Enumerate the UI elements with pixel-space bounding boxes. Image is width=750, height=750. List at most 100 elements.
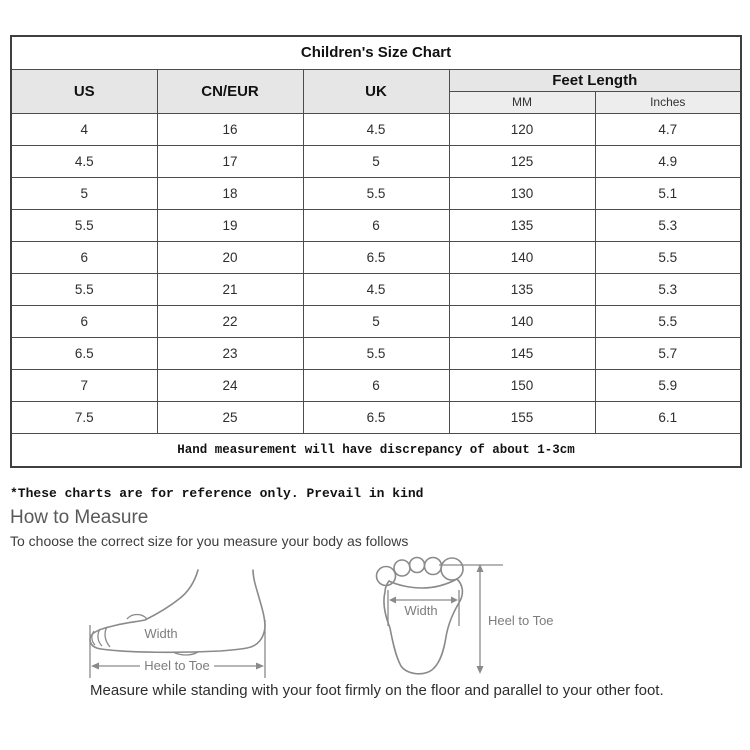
table-row: 5.5 21 4.5 135 5.3 <box>10 272 742 306</box>
arrowhead-right <box>256 662 264 670</box>
foot-top-view-diagram: Width Heel to Toe <box>375 556 554 675</box>
size-cell: 5.1 <box>594 176 742 210</box>
table-row: 5.5 19 6 135 5.3 <box>10 208 742 242</box>
size-cell: 23 <box>156 336 304 370</box>
table-row: 7 24 6 150 5.9 <box>10 368 742 402</box>
size-cell: 5.5 <box>10 272 158 306</box>
size-cell: 5 <box>302 304 450 338</box>
size-cell: 5.3 <box>594 208 742 242</box>
arrowhead-up <box>476 564 484 572</box>
size-cell: 19 <box>156 208 304 242</box>
size-cell: 7.5 <box>10 400 158 434</box>
size-cell: 6.5 <box>302 400 450 434</box>
instep-bump <box>126 613 148 620</box>
arrowhead-right <box>451 596 458 604</box>
toe-crease <box>91 630 96 646</box>
size-cell: 135 <box>448 272 596 306</box>
column-header-us: US <box>10 68 158 114</box>
how-to-measure-subheading: To choose the correct size for you measu… <box>10 533 409 549</box>
size-cell: 16 <box>156 112 304 146</box>
table-row: 4.5 17 5 125 4.9 <box>10 144 742 178</box>
size-cell: 7 <box>10 368 158 402</box>
table-header-row: US CN/EUR UK Feet Length <box>10 68 742 114</box>
size-cell: 21 <box>156 272 304 306</box>
toe-circle <box>408 556 426 574</box>
toe-crease <box>104 626 111 648</box>
arrowhead-left <box>91 662 99 670</box>
reference-note: *These charts are for reference only. Pr… <box>10 486 424 501</box>
size-chart-body: 4 16 4.5 120 4.7 4.5 17 5 125 4.9 5 18 5.5 130 5.1 5.5 1… <box>10 112 742 434</box>
top-width-label: Width <box>404 603 437 618</box>
side-width-label: Width <box>144 626 177 641</box>
toe-circle <box>423 556 443 576</box>
column-header-uk: UK <box>302 68 450 114</box>
size-cell: 155 <box>448 400 596 434</box>
size-cell: 17 <box>156 144 304 178</box>
hand-measurement-note: Hand measurement will have discrepancy o… <box>10 432 742 468</box>
table-subheader-row: MM Inches <box>11 90 742 114</box>
size-cell: 5.5 <box>594 304 742 338</box>
size-cell: 145 <box>448 336 596 370</box>
table-row: 6 20 6.5 140 5.5 <box>10 240 742 274</box>
toe-circle <box>440 557 464 581</box>
how-to-measure-heading: How to Measure <box>10 507 149 528</box>
table-row: 7.5 25 6.5 155 6.1 <box>10 400 742 434</box>
arrowhead-left <box>389 596 396 604</box>
footprint-outline <box>383 578 464 675</box>
column-header-inches: Inches <box>594 90 742 114</box>
column-header-mm: MM <box>448 90 596 114</box>
size-cell: 4.5 <box>302 112 450 146</box>
size-cell: 140 <box>448 240 596 274</box>
column-header-cn-eur: CN/EUR <box>156 68 304 114</box>
size-cell: 5 <box>10 176 158 210</box>
size-cell: 18 <box>156 176 304 210</box>
children-size-chart-table: Children's Size Chart US CN/EUR UK Feet … <box>10 35 742 468</box>
size-cell: 22 <box>156 304 304 338</box>
size-cell: 5.7 <box>594 336 742 370</box>
size-cell: 20 <box>156 240 304 274</box>
size-cell: 130 <box>448 176 596 210</box>
table-title: Children's Size Chart <box>10 35 742 70</box>
arch-line <box>172 651 199 656</box>
size-cell: 6.5 <box>302 240 450 274</box>
size-cell: 4 <box>10 112 158 146</box>
toe-crease <box>97 628 103 647</box>
size-cell: 5.5 <box>302 176 450 210</box>
size-cell: 150 <box>448 368 596 402</box>
table-row: 6.5 23 5.5 145 5.7 <box>10 336 742 370</box>
size-cell: 6.1 <box>594 400 742 434</box>
foot-outline <box>89 569 266 654</box>
table-row: 4 16 4.5 120 4.7 <box>10 112 742 146</box>
size-cell: 5.5 <box>594 240 742 274</box>
size-cell: 120 <box>448 112 596 146</box>
size-cell: 140 <box>448 304 596 338</box>
table-footer-row: Hand measurement will have discrepancy o… <box>10 432 742 468</box>
size-cell: 5 <box>302 144 450 178</box>
table-row: 5 18 5.5 130 5.1 <box>10 176 742 210</box>
size-cell: 25 <box>156 400 304 434</box>
size-cell: 5.9 <box>594 368 742 402</box>
side-heel-to-toe-label: Heel to Toe <box>144 658 210 673</box>
table-row: 6 22 5 140 5.5 <box>10 304 742 338</box>
toe-circle <box>393 559 411 577</box>
size-cell: 4.7 <box>594 112 742 146</box>
size-cell: 6 <box>10 240 158 274</box>
size-cell: 6 <box>302 208 450 242</box>
column-header-feet-length: Feet Length <box>448 68 742 92</box>
size-cell: 6 <box>302 368 450 402</box>
size-cell: 5.3 <box>594 272 742 306</box>
size-cell: 6.5 <box>10 336 158 370</box>
size-cell: 4.5 <box>10 144 158 178</box>
size-cell: 135 <box>448 208 596 242</box>
size-cell: 5.5 <box>302 336 450 370</box>
size-cell: 125 <box>448 144 596 178</box>
size-cell: 4.5 <box>302 272 450 306</box>
size-cell: 24 <box>156 368 304 402</box>
measure-caption: Measure while standing with your foot fi… <box>90 682 664 699</box>
top-heel-to-toe-label: Heel to Toe <box>488 613 554 628</box>
size-cell: 5.5 <box>10 208 158 242</box>
width-guide-bars <box>387 590 460 626</box>
size-cell: 4.9 <box>594 144 742 178</box>
arrowhead-down <box>476 666 484 674</box>
